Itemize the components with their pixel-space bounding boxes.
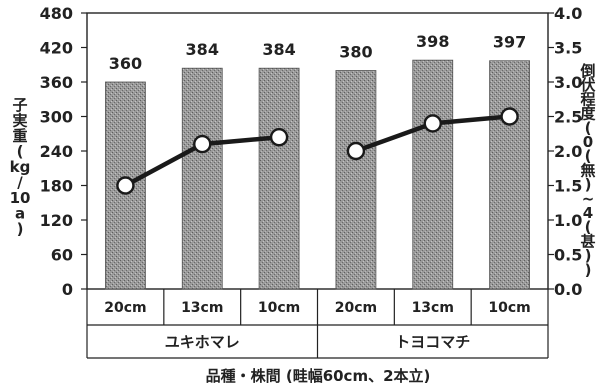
bar-value-label: 384 xyxy=(186,40,219,59)
right-tick-label: 1.0 xyxy=(554,211,582,230)
right-tick-label: 3.0 xyxy=(554,73,582,92)
axis-title-char: 度 xyxy=(580,105,596,123)
axis-title-char: 0 xyxy=(583,133,593,151)
left-tick-label: 0 xyxy=(62,280,73,299)
right-tick-label: 4.0 xyxy=(554,4,582,23)
bar-value-label: 398 xyxy=(416,32,449,51)
line-point xyxy=(423,114,442,133)
category-label: 10cm xyxy=(488,300,530,316)
axis-title-char: ) xyxy=(585,261,592,279)
axis-title-char: 子 xyxy=(12,96,27,114)
right-tick-label: 2.5 xyxy=(554,108,582,127)
axis-title-char: 程 xyxy=(580,90,595,108)
right-y-axis: 0.0 0.5 1.0 1.5 2.0 2.5 3.0 3.5 4.0 xyxy=(548,4,582,299)
line-series xyxy=(116,107,519,195)
axis-title-char: 甚 xyxy=(580,232,595,250)
right-tick-label: 0.5 xyxy=(554,246,582,265)
left-tick-label: 120 xyxy=(40,211,73,230)
category-label: 13cm xyxy=(412,300,454,316)
axis-title-char: ~ xyxy=(582,190,595,208)
left-y-axis: 0 60 120 180 240 300 360 420 480 xyxy=(40,4,87,299)
plot-area xyxy=(86,12,549,290)
bar-value-label: 380 xyxy=(339,43,372,62)
left-tick-label: 240 xyxy=(40,142,73,161)
axis-title-char: ( xyxy=(585,119,592,137)
x-axis-categories: 20cm 13cm 10cm 20cm 13cm 10cm xyxy=(86,289,549,359)
axis-title-char: 実 xyxy=(12,112,27,130)
left-tick-label: 360 xyxy=(40,73,73,92)
axis-title-char: 4 xyxy=(583,204,593,222)
left-tick-label: 480 xyxy=(40,4,73,23)
bar xyxy=(489,60,530,290)
line-point xyxy=(346,141,366,161)
bar xyxy=(258,67,300,290)
right-tick-label: 3.5 xyxy=(554,39,582,58)
bar-value-label: 360 xyxy=(109,54,142,73)
bar-value-label: 397 xyxy=(493,33,526,52)
bar-value-label: 384 xyxy=(262,40,295,59)
category-label: 10cm xyxy=(258,300,300,316)
axis-title-char: 倒 xyxy=(579,62,595,80)
axis-title-char: ) xyxy=(585,176,592,194)
left-tick-label: 420 xyxy=(40,39,73,58)
left-tick-label: 300 xyxy=(40,108,73,127)
left-axis-title: 子実重(kg/10a) xyxy=(10,96,31,238)
category-label: 13cm xyxy=(181,300,223,316)
axis-title-char: ( xyxy=(17,143,24,161)
left-tick-label: 180 xyxy=(40,177,73,196)
axis-title-char: ( xyxy=(585,147,592,165)
axis-title-char: ( xyxy=(585,218,592,236)
bar xyxy=(181,67,223,290)
left-tick-label: 60 xyxy=(51,246,73,265)
axis-title-char: ) xyxy=(17,220,24,238)
bar-series: 360 384 384 380 398 397 xyxy=(105,32,530,290)
line-point xyxy=(193,134,212,154)
right-tick-label: 1.5 xyxy=(554,177,582,196)
bar xyxy=(412,59,454,290)
line-point xyxy=(500,107,519,126)
axis-title-char: a xyxy=(15,205,25,223)
line-point xyxy=(269,127,289,147)
axis-title-char: 伏 xyxy=(580,76,595,94)
bar xyxy=(335,70,377,290)
category-label: 20cm xyxy=(335,300,377,316)
axis-title-char: kg xyxy=(10,158,31,176)
line-point xyxy=(116,176,135,195)
axis-title-char: 10 xyxy=(10,189,31,207)
group-label: トヨコマチ xyxy=(395,333,470,351)
axis-title-char: / xyxy=(17,174,23,192)
category-label: 20cm xyxy=(104,300,146,316)
right-tick-label: 0.0 xyxy=(554,280,582,299)
axis-title-char: 無 xyxy=(580,161,595,179)
axis-title-char: 重 xyxy=(12,127,27,145)
axis-title-char: ) xyxy=(585,247,592,265)
group-label: ユキホマレ xyxy=(165,333,240,351)
x-axis-groups: ユキホマレ トヨコマチ xyxy=(165,333,471,351)
x-axis-title: 品種・株間 (畦幅60cm、2本立) xyxy=(206,367,431,385)
right-tick-label: 2.0 xyxy=(554,142,582,161)
